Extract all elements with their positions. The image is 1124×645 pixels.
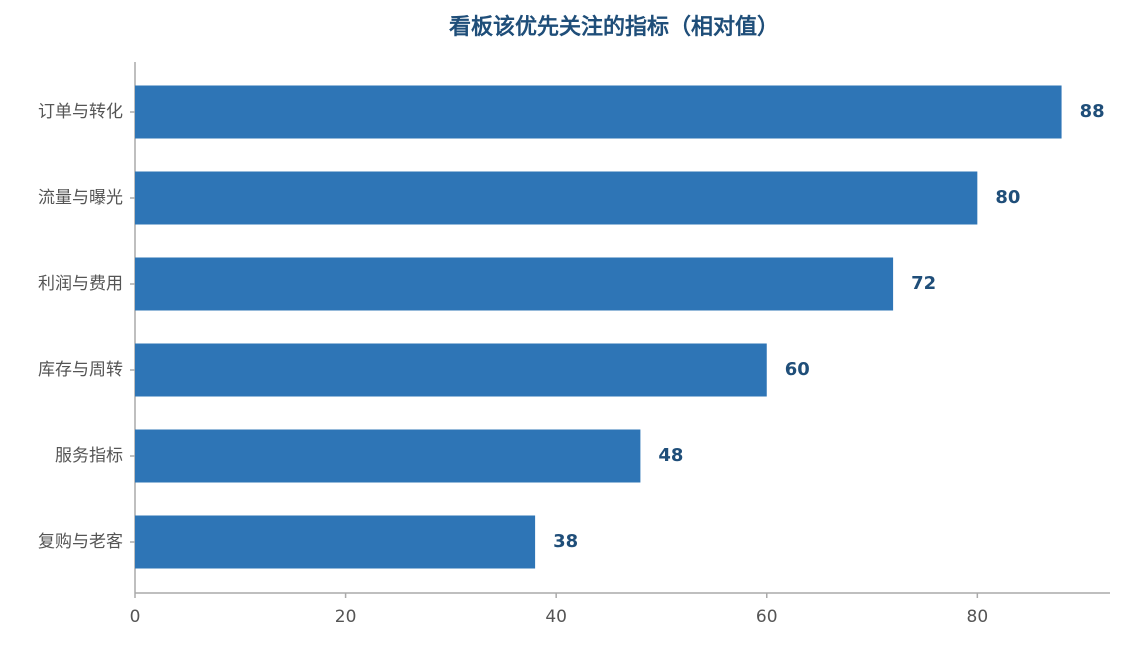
value-label: 80	[995, 187, 1020, 208]
x-tick-label: 40	[545, 607, 567, 627]
y-tick-label: 复购与老客	[38, 532, 123, 552]
value-label: 60	[785, 359, 810, 380]
bar	[135, 171, 978, 225]
x-tick-label: 0	[130, 607, 141, 627]
y-tick-label: 流量与曝光	[38, 188, 123, 208]
chart-title: 看板该优先关注的指标（相对值）	[449, 14, 779, 40]
y-tick-label: 库存与周转	[38, 360, 123, 380]
bar	[135, 515, 536, 569]
bar	[135, 429, 641, 483]
value-label: 48	[658, 445, 683, 466]
x-tick-label: 80	[967, 607, 989, 627]
x-tick-label: 20	[335, 607, 357, 627]
bar	[135, 85, 1062, 139]
y-tick-label: 利润与费用	[38, 274, 123, 294]
bar	[135, 257, 894, 311]
bar	[135, 343, 767, 397]
y-tick-label: 服务指标	[55, 446, 123, 466]
x-tick-label: 60	[756, 607, 778, 627]
y-tick-label: 订单与转化	[38, 102, 123, 122]
value-label: 88	[1080, 101, 1105, 122]
value-label: 72	[911, 273, 936, 294]
value-label: 38	[553, 531, 578, 552]
